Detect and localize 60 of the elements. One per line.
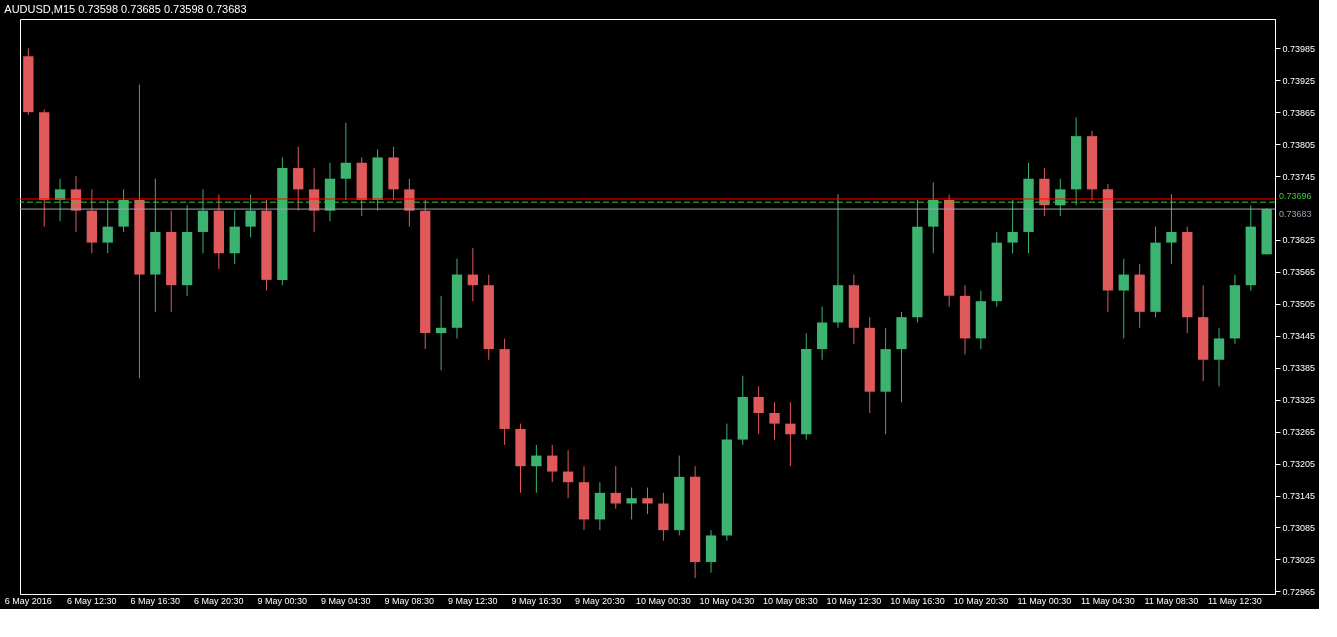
x-tick-label: 10 May 20:30 [953,595,1009,606]
x-tick-label: 11 May 00:30 [1017,595,1072,606]
x-tick-label: 9 May 20:30 [575,595,625,606]
candlestick [642,487,653,515]
candlestick [562,449,574,499]
candlestick [102,199,113,254]
y-tick-label: 0.73385 [1282,363,1316,374]
x-tick-label: 10 May 12:30 [826,595,882,606]
x-tick-label: 6 May 20:30 [194,595,244,606]
candlestick [1166,193,1177,265]
y-tick-label: 0.73865 [1282,107,1316,118]
y-tick-label: 0.73505 [1282,299,1316,310]
y-tick-label: 0.73085 [1282,522,1316,533]
y-tick-label: 0.73805 [1282,139,1316,150]
candlestick [547,444,558,483]
candlestick [1007,199,1018,254]
x-tick-label: 6 May 16:30 [130,595,181,606]
x-tick-label: 10 May 00:30 [636,595,691,606]
ref-line-label: 0.73696 [1279,191,1312,202]
y-tick-label: 0.73145 [1282,491,1316,501]
candlestick [769,401,780,441]
y-tick-label: 0.73205 [1282,459,1316,470]
candlestick [785,401,796,467]
y-tick-label: 0.73985 [1282,43,1316,54]
x-tick-label: 9 May 16:30 [511,595,562,606]
y-tick-label: 0.73025 [1282,554,1316,565]
candlestick [1118,258,1129,339]
y-tick-label: 0.73265 [1282,427,1316,438]
chart-title: AUDUSD,M15 0.73598 0.73685 0.73598 0.73683 [4,3,247,15]
y-tick-label: 0.73445 [1282,331,1316,342]
candlestick [293,146,304,212]
x-tick-label: 11 May 04:30 [1080,595,1135,606]
candlestick [626,487,637,520]
x-tick-label: 9 May 04:30 [321,595,371,606]
x-tick-label: 9 May 00:30 [257,595,308,606]
x-tick-label: 10 May 08:30 [763,595,818,606]
y-tick-label: 0.73745 [1282,171,1316,182]
candlestick [610,465,621,510]
x-tick-label: 6 May 2016 [4,595,52,606]
y-tick-label: 0.73625 [1282,235,1316,246]
candlestick [467,247,479,302]
candlestick [245,194,256,238]
x-tick-label: 10 May 16:30 [890,595,945,606]
y-tick-label: 0.73925 [1282,75,1316,86]
candlestick [1213,327,1225,387]
candlestick [340,122,352,201]
y-tick-label: 0.72965 [1282,586,1316,597]
x-tick-label: 9 May 08:30 [384,595,435,606]
x-tick-label: 9 May 12:30 [448,595,498,606]
x-tick-label: 11 May 08:30 [1144,595,1199,606]
candlestick [435,295,447,371]
candlestick [531,444,542,494]
ref-line-label: 0.73683 [1279,209,1312,220]
x-tick-label: 10 May 04:30 [699,595,755,606]
x-tick-label: 6 May 12:30 [67,595,117,606]
y-tick-label: 0.73325 [1282,395,1316,406]
candlestick [753,385,764,435]
candlestick [197,188,209,254]
x-tick-label: 11 May 12:30 [1207,595,1262,606]
y-tick-label: 0.73565 [1282,267,1316,278]
